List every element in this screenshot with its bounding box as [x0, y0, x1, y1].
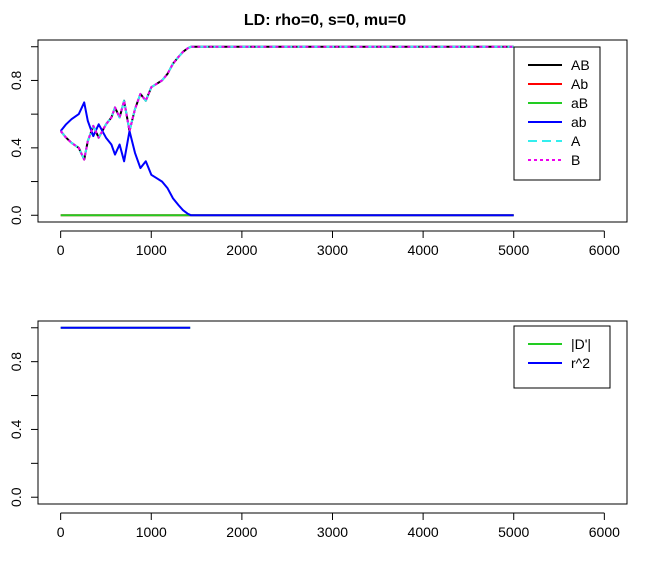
ld-panel: LD: rho=0, s=0, mu=0 0 1000 2000 3000 4000 50…: [8, 12, 628, 258]
legend: |D'| r^2: [513, 325, 611, 389]
series-lines: [59, 45, 514, 217]
legend-label: r^2: [571, 355, 590, 371]
x-tick-label: 1000: [136, 524, 167, 540]
legend-label: ab: [571, 114, 587, 130]
y-tick-label: 0.0: [8, 205, 24, 225]
legend-label: A: [571, 133, 581, 149]
y-axis: 0.0 0.4 0.8: [8, 46, 39, 225]
x-axis: 0 1000 2000 3000 4000 5000 6000: [57, 512, 620, 540]
legend-label: B: [571, 152, 580, 168]
legend-box: [513, 325, 611, 389]
legend-label: AB: [571, 57, 590, 73]
y-tick-label: 0.0: [8, 487, 24, 507]
x-tick-label: 3000: [317, 242, 348, 258]
x-axis: 0 1000 2000 3000 4000 5000 6000: [57, 230, 620, 258]
y-tick-label: 0.4: [8, 420, 24, 440]
y-axis: 0.0 0.4 0.8: [8, 327, 39, 507]
x-tick-label: 4000: [408, 524, 439, 540]
x-tick-label: 1000: [136, 242, 167, 258]
legend-label: |D'|: [571, 336, 591, 352]
x-tick-label: 0: [57, 524, 65, 540]
legend-label: aB: [571, 95, 588, 111]
series-line-4: [59, 45, 514, 161]
legend-label: Ab: [571, 76, 588, 92]
x-tick-label: 2000: [226, 524, 257, 540]
x-tick-label: 4000: [408, 242, 439, 258]
series-line-0: [59, 45, 514, 161]
legend: AB Ab aB ab AB: [513, 46, 601, 181]
dprime-r2-panel: 0 1000 2000 3000 4000 5000 6000 0.0 0.4 0.8 |D'|…: [8, 320, 628, 540]
chart-title: LD: rho=0, s=0, mu=0: [244, 12, 406, 29]
x-tick-label: 5000: [498, 242, 529, 258]
y-tick-label: 0.8: [8, 352, 24, 372]
series-line-5: [59, 45, 514, 161]
y-tick-label: 0.4: [8, 138, 24, 158]
legend-box: [513, 46, 601, 181]
x-tick-label: 5000: [498, 524, 529, 540]
x-tick-label: 3000: [317, 524, 348, 540]
x-tick-label: 6000: [589, 524, 620, 540]
series-line-3: [59, 101, 514, 217]
x-tick-label: 6000: [589, 242, 620, 258]
x-tick-label: 0: [57, 242, 65, 258]
y-tick-label: 0.8: [8, 71, 24, 91]
x-tick-label: 2000: [226, 242, 257, 258]
